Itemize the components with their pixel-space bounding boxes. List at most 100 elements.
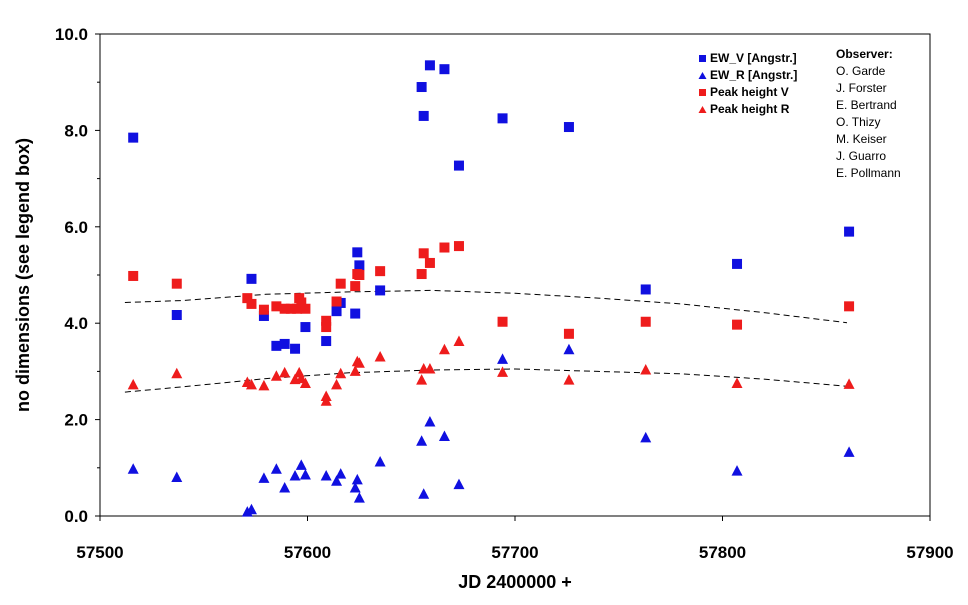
point-peak-r xyxy=(258,379,270,391)
legend-marker-peak-r xyxy=(698,106,707,113)
point-peak-v xyxy=(439,242,450,253)
point-ew-r xyxy=(424,416,436,427)
point-peak-v xyxy=(375,266,386,277)
observer-name: E. Pollmann xyxy=(836,166,901,180)
point-peak-v xyxy=(416,269,427,280)
point-ew-r xyxy=(245,503,257,515)
point-peak-r xyxy=(424,362,436,374)
point-peak-r xyxy=(453,335,465,347)
trend-line xyxy=(124,368,848,393)
point-ew-v xyxy=(354,260,365,271)
point-peak-v xyxy=(171,278,182,289)
y-tick-label: 10.0 xyxy=(55,25,88,44)
legend-label-ew-v: EW_V [Angstr.] xyxy=(710,51,797,65)
point-peak-v xyxy=(271,301,282,312)
point-peak-r xyxy=(335,367,347,379)
point-peak-r xyxy=(438,343,450,355)
observer-name: O. Garde xyxy=(836,64,886,78)
y-tick-label: 2.0 xyxy=(64,411,88,430)
point-ew-r xyxy=(331,475,343,486)
x-tick-label: 57600 xyxy=(284,543,331,562)
x-tick-label: 57900 xyxy=(906,543,953,562)
point-peak-r xyxy=(843,378,855,389)
point-peak-r xyxy=(331,378,343,390)
point-ew-r xyxy=(353,492,365,503)
point-peak-v xyxy=(335,278,346,289)
point-ew-r xyxy=(374,456,386,467)
point-ew-r xyxy=(270,463,282,474)
point-ew-r xyxy=(453,478,465,490)
point-peak-r xyxy=(320,395,332,406)
point-ew-r xyxy=(416,435,428,446)
point-ew-v xyxy=(331,306,342,317)
point-peak-v xyxy=(424,257,435,268)
point-ew-r xyxy=(299,469,311,480)
point-peak-r xyxy=(299,377,311,388)
point-peak-r xyxy=(563,374,575,385)
observer-name: O. Thizy xyxy=(836,115,880,129)
point-peak-v xyxy=(292,303,303,314)
point-peak-v xyxy=(258,304,269,315)
y-axis-title: no dimensions (see legend box) xyxy=(13,138,33,412)
point-ew-v xyxy=(497,113,508,124)
point-ew-r xyxy=(731,465,743,476)
point-peak-r xyxy=(270,370,282,381)
point-ew-v xyxy=(171,310,182,321)
x-tick-label: 57800 xyxy=(699,543,746,562)
point-peak-r xyxy=(353,357,365,368)
plot-area xyxy=(99,33,931,517)
legend-label-peak-v: Peak height V xyxy=(710,85,789,99)
legend-label-ew-r: EW_R [Angstr.] xyxy=(710,68,797,82)
point-peak-v xyxy=(640,316,651,327)
legend-label-peak-r: Peak height R xyxy=(710,102,790,116)
point-peak-r xyxy=(416,374,428,385)
point-ew-r xyxy=(320,469,332,481)
point-peak-v xyxy=(300,303,311,314)
observer-name: J. Guarro xyxy=(836,149,886,163)
point-peak-v xyxy=(279,303,290,314)
x-axis-title: JD 2400000 + xyxy=(458,572,572,592)
y-tick-label: 8.0 xyxy=(64,121,88,140)
y-tick-label: 4.0 xyxy=(64,314,88,333)
observer-name: M. Keiser xyxy=(836,132,887,146)
point-peak-v xyxy=(453,241,464,252)
point-ew-v xyxy=(246,273,257,284)
point-ew-r xyxy=(171,471,183,482)
point-ew-v xyxy=(300,322,311,333)
point-peak-v xyxy=(497,316,508,327)
point-peak-v xyxy=(418,248,429,259)
point-ew-v xyxy=(352,247,363,258)
axis-ticks: 57500 57600 57700 57800 57900 0.0 2.0 4.0 6.0 8.0… xyxy=(55,25,954,562)
point-peak-r xyxy=(640,363,652,375)
point-peak-r xyxy=(127,378,139,390)
trend-lines xyxy=(124,289,848,393)
y-tick-label: 0.0 xyxy=(64,507,88,526)
point-ew-v xyxy=(375,285,386,296)
point-peak-v xyxy=(321,315,332,326)
point-ew-v xyxy=(279,338,290,349)
legend: EW_V [Angstr.] EW_R [Angstr.] Peak heigh… xyxy=(698,51,797,116)
point-ew-r xyxy=(335,468,347,479)
legend-marker-peak-v xyxy=(699,89,706,96)
point-peak-v xyxy=(128,270,139,281)
point-ew-r xyxy=(349,482,361,493)
point-peak-v xyxy=(246,298,257,309)
point-peak-v xyxy=(296,297,307,308)
point-peak-r xyxy=(279,366,291,378)
point-ew-v xyxy=(258,310,269,321)
point-ew-r xyxy=(843,446,855,457)
point-ew-v xyxy=(453,160,464,171)
point-peak-v xyxy=(732,319,743,330)
observer-annotation: Observer: O. Garde J. Forster E. Bertran… xyxy=(836,47,901,180)
point-ew-v xyxy=(640,284,651,295)
point-peak-v xyxy=(321,322,332,333)
point-peak-r xyxy=(349,365,361,376)
point-peak-v xyxy=(844,301,855,312)
observer-name: E. Bertrand xyxy=(836,98,897,112)
legend-marker-ew-v xyxy=(699,55,706,62)
point-ew-v xyxy=(350,308,361,319)
point-peak-v xyxy=(350,281,361,292)
point-peak-v xyxy=(285,303,296,314)
point-ew-v xyxy=(418,110,429,121)
